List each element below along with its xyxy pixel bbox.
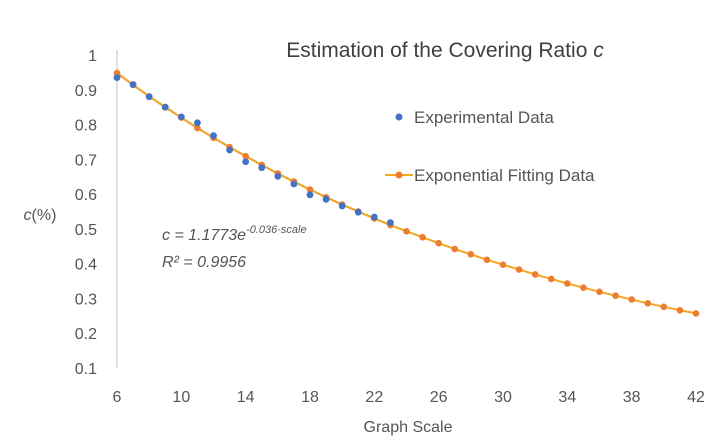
legend: Experimental Data Exponential Fitting Da… [385,108,595,185]
experimental-point [242,158,250,166]
experimental-point [322,195,330,203]
experimental-point [370,213,378,221]
x-tick-label: 42 [687,389,705,406]
y-tick-label: 1 [88,48,97,65]
y-tick-label: 0.8 [75,118,97,135]
x-tick-label: 38 [623,389,641,406]
x-tick-label: 26 [430,389,448,406]
y-tick-label: 0.4 [75,257,97,274]
y-axis: 0.1 0.2 0.3 0.4 0.5 0.6 0.7 0.8 0.9 1 [75,48,97,378]
experimental-point [226,146,233,154]
experimental-point [194,119,201,127]
fit-point [692,310,700,317]
experimental-point [113,74,121,82]
legend-label-exponential-fitting-data: Exponential Fitting Data [414,166,595,185]
fit-point [483,256,491,264]
legend-item-experimental-data: Experimental Data [395,108,554,127]
experimental-point [290,180,298,188]
experimental-point [387,219,394,227]
fit-point [515,266,523,273]
x-tick-label: 18 [301,389,319,406]
fit-point [419,233,426,241]
fit-point [306,186,314,193]
experimental-point [338,202,346,210]
experimental-point [306,191,314,199]
fit-point [564,280,571,287]
chart-title: Estimation of the Covering Ratio c [286,39,604,62]
y-tick-label: 0.2 [75,326,97,343]
trendline-path [116,72,392,227]
legend-item-exponential-fitting-data: Exponential Fitting Data [385,166,595,185]
x-tick-label: 6 [113,389,122,406]
fit-point [499,261,507,269]
legend-label-experimental-data: Experimental Data [414,108,554,127]
x-axis-label: Graph Scale [364,419,453,436]
x-tick-label: 30 [494,389,512,406]
y-tick-label: 0.9 [75,83,97,100]
fit-point [628,296,635,303]
r-squared-text: R² = 0.9956 [162,254,246,271]
x-tick-label: 10 [172,389,190,406]
fit-point [403,228,410,235]
fit-point [531,271,539,278]
fit-point [660,303,668,311]
fit-point [580,284,587,291]
fit-line [116,72,697,315]
fit-point [194,124,201,132]
equation-lhs: c = 1.1773e [162,227,246,244]
svg-text:Estimation of the Covering Rat: Estimation of the Covering Ratio c [286,39,604,62]
legend-marker-exponential-fitting-data [395,171,403,179]
series-exponential-fitting-data [113,69,700,317]
fit-point [676,306,684,314]
chart-title-main: Estimation of the Covering Ratio [286,39,593,62]
y-tick-label: 0.5 [75,222,97,239]
trendline-equation: c = 1.1773e-0.036·scale R² = 0.9956 [162,224,307,271]
experimental-point [258,164,266,172]
y-tick-label: 0.3 [75,291,97,308]
y-tick-label: 0.6 [75,187,97,204]
experimental-point [129,81,137,88]
fit-point [242,152,249,160]
x-tick-label: 14 [237,389,255,406]
x-axis: 6 10 14 18 22 26 30 34 38 42 [113,389,705,406]
y-tick-label: 0.1 [75,361,97,378]
legend-marker-experimental-data [395,113,403,121]
fit-point [547,275,555,283]
experimental-point [177,113,185,121]
y-axis-label: c(%) [24,207,57,224]
y-tick-label: 0.7 [75,152,97,169]
equation-text: c = 1.1773e-0.036·scale [162,224,307,244]
experimental-point [274,172,282,180]
experimental-point [354,208,362,216]
fit-point [467,250,475,258]
experimental-point [210,132,217,140]
trendline [116,72,392,227]
fit-point [612,292,619,299]
chart-title-var: c [593,39,604,62]
x-tick-label: 22 [365,389,383,406]
x-tick-label: 34 [558,389,576,406]
experimental-point [145,93,153,101]
fit-point [451,245,459,253]
fit-point [644,300,652,307]
fit-point [435,239,442,247]
equation-exponent: -0.036·scale [246,224,307,236]
experimental-point [161,103,169,111]
fit-point [596,288,603,296]
series-experimental-data [113,74,394,227]
